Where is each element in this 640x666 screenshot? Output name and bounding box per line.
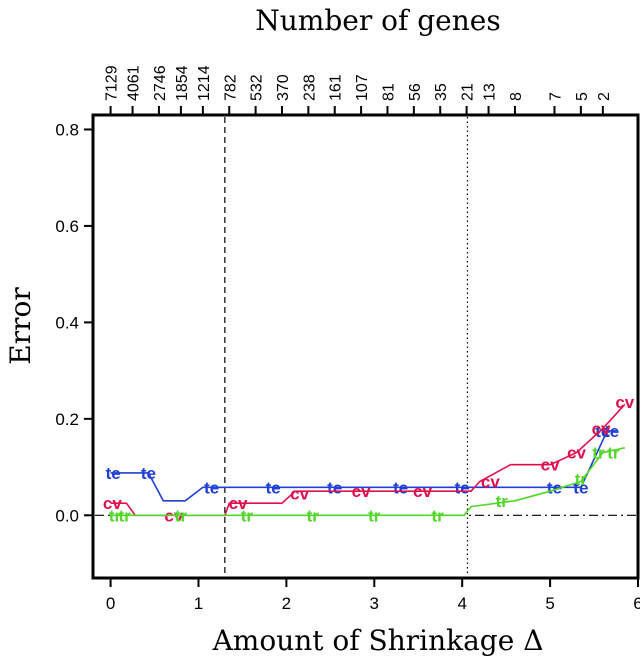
series-marker-tr: tr (109, 506, 122, 525)
series-marker-cv: cv (481, 473, 500, 492)
x-tick-label: 6 (633, 594, 640, 613)
series-marker-tr: tr (592, 444, 605, 463)
series-marker-tr: tr (368, 506, 381, 525)
top-tick-label: 1854 (174, 65, 191, 101)
top-axis-title: Number of genes (255, 4, 500, 37)
y-axis-label: Error (4, 287, 37, 365)
top-tick-label: 8 (508, 92, 525, 101)
series-marker-tr: tr (119, 506, 132, 525)
x-tick-label: 3 (370, 594, 379, 613)
series-marker-tr: tr (241, 506, 254, 525)
series-marker-te: te (393, 478, 408, 497)
top-tick-label: 4061 (126, 65, 143, 101)
top-tick-label: 2 (596, 92, 613, 101)
x-tick-label: 0 (106, 594, 115, 613)
y-tick-label: 0.2 (55, 410, 79, 429)
top-tick-label: 238 (301, 74, 318, 101)
series-marker-cv: cv (592, 419, 611, 438)
y-tick-label: 0.0 (55, 506, 79, 525)
series-marker-tr: tr (496, 492, 509, 511)
series-marker-te: te (106, 464, 121, 483)
top-tick-label: 7 (547, 92, 564, 101)
series-marker-te: te (604, 422, 619, 441)
top-tick-label: 56 (407, 83, 424, 101)
series-marker-te: te (547, 478, 562, 497)
series-marker-cv: cv (567, 444, 586, 463)
y-tick-label: 0.8 (55, 120, 79, 139)
x-tick-label: 1 (194, 594, 203, 613)
series-marker-cv: cv (352, 482, 371, 501)
top-tick-label: 5 (574, 92, 591, 101)
top-tick-label: 532 (249, 74, 266, 101)
x-axis-label: Amount of Shrinkage Δ (212, 624, 544, 657)
series-marker-tr: tr (607, 444, 620, 463)
series-marker-cv: cv (229, 494, 248, 513)
top-tick-label: 21 (460, 83, 477, 101)
series-marker-tr: tr (307, 506, 320, 525)
series-marker-te: te (595, 422, 610, 441)
series-marker-te: te (455, 478, 470, 497)
x-tick-label: 2 (282, 594, 291, 613)
series-line-te (110, 430, 616, 502)
series-marker-te: te (204, 478, 219, 497)
series-marker-te: te (141, 464, 156, 483)
series-line-tr (110, 447, 625, 517)
series-marker-cv: cv (413, 482, 432, 501)
series-marker-cv: cv (103, 494, 122, 513)
top-tick-label: 81 (380, 83, 397, 101)
y-tick-label: 0.6 (55, 217, 79, 236)
top-tick-label: 2746 (152, 65, 169, 101)
top-tick-label: 107 (354, 74, 371, 101)
series-marker-te: te (327, 478, 342, 497)
top-tick-label: 161 (328, 74, 345, 101)
top-tick-label: 35 (433, 83, 450, 101)
top-tick-label: 7129 (104, 65, 121, 101)
series-marker-te: te (266, 478, 281, 497)
series-marker-tr: tr (431, 506, 444, 525)
top-tick-label: 370 (275, 74, 292, 101)
x-tick-label: 4 (457, 594, 466, 613)
x-tick-label: 5 (545, 594, 554, 613)
plot-frame (91, 113, 640, 580)
series-marker-cv: cv (541, 456, 560, 475)
series-marker-cv: cv (615, 393, 634, 412)
top-tick-label: 1214 (196, 65, 213, 101)
series-marker-tr: tr (175, 506, 188, 525)
top-tick-label: 782 (222, 74, 239, 101)
y-tick-label: 0.4 (55, 313, 79, 332)
series-marker-tr: tr (575, 470, 588, 489)
series-marker-cv: cv (290, 485, 309, 504)
top-tick-label: 13 (482, 83, 499, 101)
